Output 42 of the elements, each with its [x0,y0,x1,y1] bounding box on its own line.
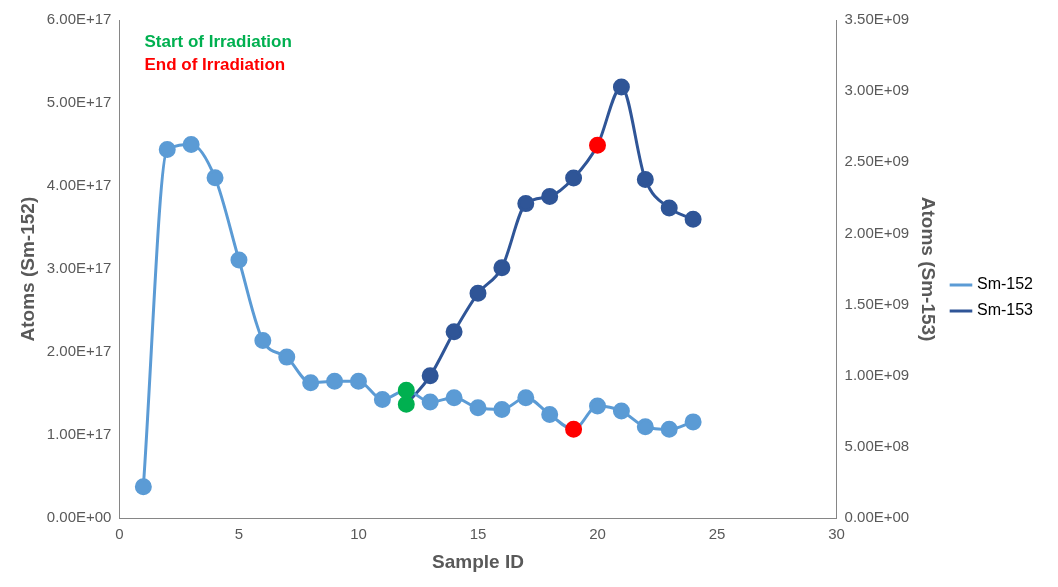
annotation: End of Irradiation [144,54,286,74]
y2-axis-title: Atoms (Sm-153) [918,196,940,342]
y2-tick-label: 0.00E+00 [844,508,910,526]
point [565,169,583,187]
point [636,170,654,188]
legend-label: Sm-153 [976,301,1034,319]
point [612,78,630,96]
point [445,323,463,341]
y-tick-label: 6.00E+17 [46,10,112,28]
y2-tick-label: 3.00E+09 [844,81,910,99]
legend-label: Sm-152 [976,275,1034,293]
x-tick-label: 5 [234,525,244,543]
point [493,259,511,277]
x-tick-label: 10 [350,525,367,543]
x-tick-label: 30 [828,525,845,543]
point [541,188,559,206]
x-axis-title: Sample ID [432,550,524,572]
point [421,367,439,385]
annotation: Start of Irradiation [144,31,292,51]
y2-tick-label: 1.00E+09 [844,366,910,383]
y-tick-label: 4.00E+17 [46,176,112,194]
point [589,136,606,154]
point [517,195,535,213]
point [469,284,487,302]
point [397,395,415,413]
y2-tick-label: 2.50E+09 [844,152,910,170]
y2-tick-label: 1.50E+09 [844,294,910,312]
y-tick-label: 3.00E+17 [46,259,112,277]
y2-tick-label: 3.50E+09 [844,10,910,28]
x-tick-label: 15 [469,525,487,543]
y-tick-label: 2.00E+17 [46,342,112,360]
x-tick-label: 25 [708,525,726,543]
y-axis-title: Atoms (Sm-152) [16,196,38,342]
x-tick-label: 0 [115,525,124,543]
y-tick-label: 1.00E+17 [46,425,112,443]
point [684,210,702,228]
y-tick-label: 5.00E+17 [46,93,112,111]
y2-tick-label: 2.00E+09 [844,223,910,241]
y2-tick-label: 5.00E+08 [844,437,910,455]
y-tick-label: 0.00E+00 [46,508,112,526]
x-tick-label: 20 [589,525,606,543]
point [660,199,678,217]
